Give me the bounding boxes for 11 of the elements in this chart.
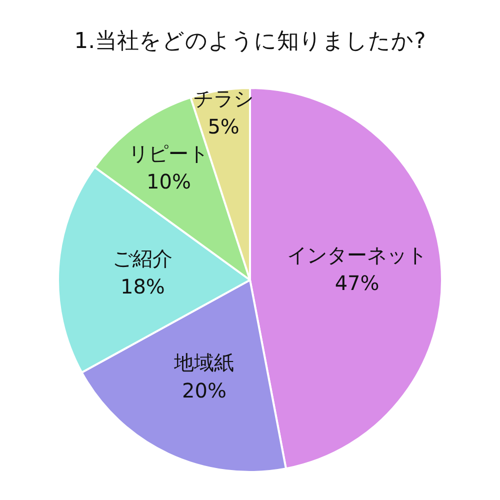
data-label: 18% (120, 274, 165, 298)
data-label: 5% (208, 114, 240, 138)
slice-label: インターネット (287, 243, 428, 268)
data-label: 10% (146, 169, 191, 194)
slice-label: 地域紙 (173, 350, 234, 374)
slice-label: リピート (128, 141, 209, 166)
chart-title: 1.当社をどのように知りましたか? (73, 28, 427, 56)
data-label: 47% (334, 271, 380, 296)
data-label: 20% (182, 378, 226, 402)
slice-label: ご紹介 (112, 246, 173, 270)
slice-label: チラシ (194, 86, 254, 110)
